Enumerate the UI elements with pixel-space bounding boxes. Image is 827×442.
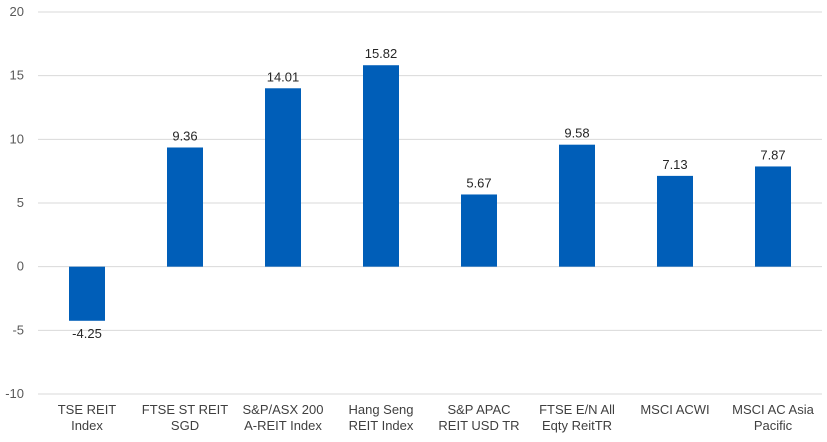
gridlines <box>38 11 822 395</box>
data-label: 14.01 <box>267 69 300 84</box>
bar <box>69 266 105 321</box>
data-label: 15.82 <box>365 46 398 61</box>
x-tick-label: FTSE E/N All Eqty ReitTR <box>539 402 615 433</box>
y-tick-label: 20 <box>10 4 24 19</box>
data-label: 5.67 <box>466 175 491 190</box>
y-tick-label: 10 <box>10 131 24 146</box>
data-label: 7.13 <box>662 157 687 172</box>
x-tick-label: S&P/ASX 200 A-REIT Index <box>243 402 324 433</box>
bar <box>559 144 595 267</box>
bar <box>363 65 399 267</box>
x-axis: TSE REIT Index FTSE ST REIT SGD S&P/ASX 200 A… <box>58 402 815 433</box>
x-tick-label: S&P APAC REIT USD TR <box>438 402 519 433</box>
y-tick-label: 5 <box>17 195 24 210</box>
x-tick-label: TSE REIT Index <box>58 402 117 433</box>
y-tick-label: 15 <box>10 68 24 83</box>
x-tick-label: MSCI AC Asia Pacific <box>732 402 814 433</box>
y-tick-label: -10 <box>5 386 24 401</box>
x-tick-label: Hang Seng REIT Index <box>348 402 413 433</box>
bar <box>265 88 301 267</box>
bar <box>657 175 693 267</box>
y-axis: -10 -5 0 5 10 15 20 <box>5 4 24 401</box>
data-labels: -4.25 9.36 14.01 15.82 5.67 9.58 7.13 7.87 <box>72 46 785 341</box>
data-label: 9.58 <box>564 126 589 141</box>
x-tick-label: FTSE ST REIT SGD <box>142 402 228 433</box>
bar <box>755 166 791 267</box>
y-tick-label: 0 <box>17 259 24 274</box>
data-label: 7.87 <box>760 147 785 162</box>
data-label: -4.25 <box>72 326 102 341</box>
bar <box>167 147 203 267</box>
bar <box>461 194 497 267</box>
y-tick-label: -5 <box>12 322 24 337</box>
bars <box>69 65 791 321</box>
x-tick-label: MSCI ACWI <box>640 402 709 417</box>
data-label: 9.36 <box>172 128 197 143</box>
